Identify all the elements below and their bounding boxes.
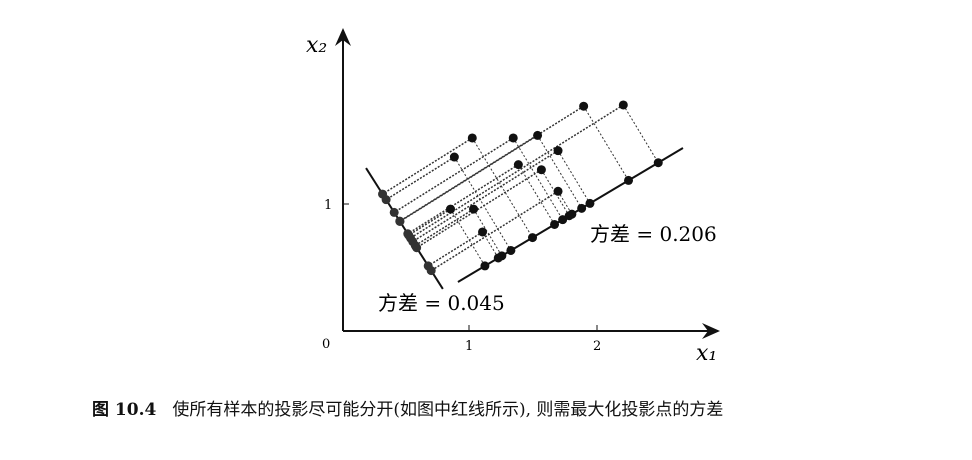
data-point-4 <box>618 100 628 110</box>
data-point-6 <box>553 146 563 156</box>
projection-line-perp-11 <box>414 208 474 247</box>
projected-point-main-12 <box>493 253 503 263</box>
y-tick-label-1: 1 <box>324 198 332 213</box>
data-point-7 <box>513 160 523 170</box>
x-axis-label: x₁ <box>696 341 717 366</box>
projected-point-main-1 <box>558 215 568 225</box>
projection-line-main-12 <box>482 231 499 259</box>
data-point-9 <box>553 186 563 196</box>
projected-point-main-6 <box>585 198 595 208</box>
projected-point-perp-3 <box>395 216 405 226</box>
projection-line-perp-9 <box>430 190 559 272</box>
projection-line-perp-12 <box>427 231 483 267</box>
projection-line-main-4 <box>622 104 659 163</box>
x-tick-label-2: 2 <box>593 339 601 354</box>
projected-point-perp-12 <box>423 261 433 271</box>
data-point-12 <box>478 227 488 237</box>
projection-line-perp-5 <box>385 156 455 201</box>
projection-line-perp-3 <box>399 105 585 222</box>
projection-line-main-8 <box>540 169 570 216</box>
data-point-2 <box>533 130 543 140</box>
projection-line-main-0 <box>471 137 533 238</box>
projection-line-main-3 <box>583 105 629 181</box>
projection-line-main-7 <box>517 164 555 225</box>
projected-point-main-7 <box>550 219 560 229</box>
projection-line-main-11 <box>473 208 503 257</box>
projected-point-main-2 <box>577 203 587 213</box>
data-point-0 <box>467 133 477 143</box>
projection-line-perp-10 <box>408 208 451 236</box>
data-point-11 <box>469 204 479 214</box>
projection-line-perp-1 <box>393 137 514 214</box>
projected-point-main-5 <box>506 245 516 255</box>
projected-point-main-0 <box>528 233 538 243</box>
projected-point-perp-5 <box>381 195 391 205</box>
projected-point-main-10 <box>480 261 490 271</box>
caption-text: 使所有样本的投影尽可能分开(如图中红线所示), 则需最大化投影点的方差 <box>172 400 724 420</box>
caption-label: 图 10.4 <box>92 400 157 420</box>
projection-line-perp-7 <box>407 163 519 235</box>
projected-point-perp-11 <box>410 241 420 251</box>
data-point-3 <box>579 101 589 111</box>
projection-line-perp-2 <box>399 134 538 223</box>
x-tick-label-1: 1 <box>465 339 473 354</box>
projected-point-main-4 <box>653 158 663 168</box>
projected-point-main-3 <box>624 175 634 185</box>
projected-point-perp-10 <box>404 230 414 240</box>
data-point-5 <box>449 152 459 162</box>
projection-line-perp-6 <box>412 150 559 243</box>
variance-label-main: 方差 = 0.206 <box>590 222 717 246</box>
projected-point-main-9 <box>567 209 577 219</box>
variance-label-perp: 方差 = 0.045 <box>378 291 505 315</box>
y-axis-label: x₂ <box>306 33 327 58</box>
projection-line-main-10 <box>450 208 486 267</box>
figure-caption: 图 10.4 使所有样本的投影尽可能分开(如图中红线所示), 则需最大化投影点的方… <box>92 395 723 420</box>
x-tick-label-0: 0 <box>322 337 330 352</box>
data-point-10 <box>446 204 456 214</box>
projection-line-perp-8 <box>416 169 542 249</box>
projection-line-perp-0 <box>382 137 473 195</box>
projection-line-perp-4 <box>410 104 624 239</box>
data-point-8 <box>536 165 546 175</box>
projected-point-perp-1 <box>389 207 399 217</box>
data-point-1 <box>508 133 518 143</box>
projection-line-main-5 <box>453 156 512 251</box>
